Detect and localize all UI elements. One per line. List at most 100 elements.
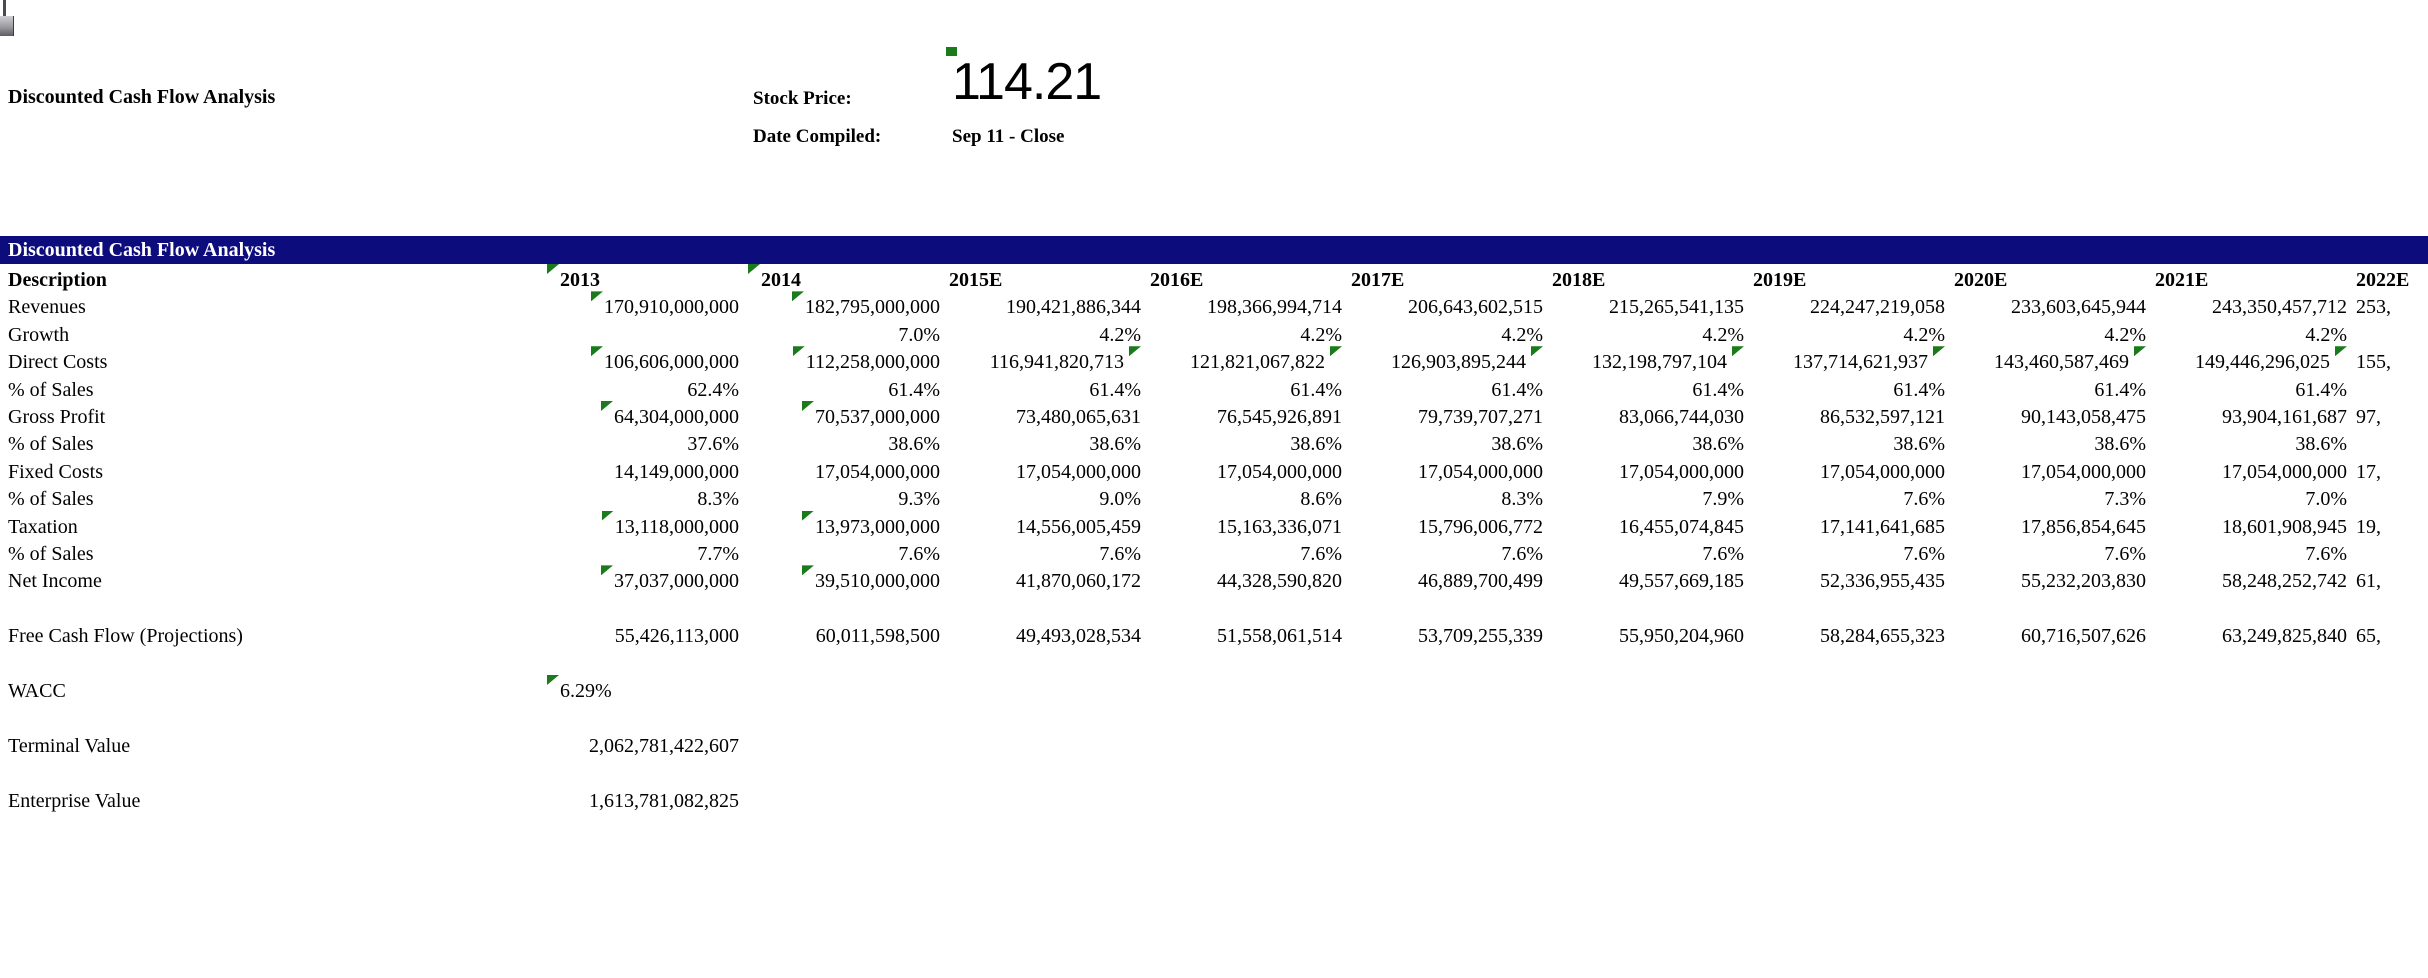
- table-cell[interactable]: 6.29%: [544, 675, 745, 705]
- table-cell[interactable]: 83,066,744,030: [1549, 403, 1750, 431]
- row-label[interactable]: Terminal Value: [8, 734, 131, 757]
- table-cell[interactable]: 17,141,641,685: [1750, 513, 1951, 541]
- table-cell[interactable]: 38.6%: [1147, 430, 1348, 458]
- table-cell[interactable]: 2,062,781,422,607: [400, 732, 745, 760]
- table-cell[interactable]: 61.4%: [1951, 376, 2152, 404]
- table-cell[interactable]: 73,480,065,631: [946, 403, 1147, 431]
- table-cell[interactable]: 18,601,908,945: [2152, 513, 2353, 541]
- table-cell[interactable]: 132,198,797,104: [1549, 346, 1750, 376]
- table-cell[interactable]: 63,249,825,840: [2152, 622, 2353, 650]
- table-cell[interactable]: 62.4%: [544, 376, 745, 404]
- column-header-2017e[interactable]: 2017E: [1348, 266, 1549, 294]
- table-cell[interactable]: 55,232,203,830: [1951, 567, 2152, 595]
- table-cell[interactable]: 170,910,000,000: [544, 291, 745, 321]
- row-label[interactable]: Taxation: [8, 515, 78, 538]
- table-cell[interactable]: 7.6%: [1951, 540, 2152, 568]
- table-cell[interactable]: 38.6%: [946, 430, 1147, 458]
- table-cell[interactable]: 7.6%: [946, 540, 1147, 568]
- row-label[interactable]: Fixed Costs: [8, 460, 104, 483]
- table-cell[interactable]: 38.6%: [1549, 430, 1750, 458]
- table-cell[interactable]: 17,054,000,000: [1147, 458, 1348, 486]
- row-label[interactable]: WACC: [8, 680, 66, 702]
- table-cell[interactable]: 13,118,000,000: [544, 510, 745, 541]
- table-cell[interactable]: 61.4%: [1750, 376, 1951, 404]
- table-cell[interactable]: 79,739,707,271: [1348, 403, 1549, 431]
- table-cell[interactable]: 9.0%: [946, 485, 1147, 513]
- table-cell[interactable]: 106,606,000,000: [544, 346, 745, 376]
- table-cell[interactable]: 61.4%: [946, 376, 1147, 404]
- table-cell[interactable]: 38.6%: [1951, 430, 2152, 458]
- table-cell[interactable]: 206,643,602,515: [1348, 293, 1549, 321]
- table-cell[interactable]: 61.4%: [1147, 376, 1348, 404]
- table-cell[interactable]: 8.3%: [1348, 485, 1549, 513]
- table-cell[interactable]: 7.6%: [1147, 540, 1348, 568]
- table-cell[interactable]: 7.6%: [1348, 540, 1549, 568]
- table-cell[interactable]: 39,510,000,000: [745, 565, 946, 595]
- column-header-2020e[interactable]: 2020E: [1951, 266, 2152, 294]
- table-cell[interactable]: 19,: [2353, 513, 2428, 541]
- table-cell[interactable]: 49,557,669,185: [1549, 567, 1750, 595]
- table-cell[interactable]: 37.6%: [544, 430, 745, 458]
- table-cell[interactable]: 4.2%: [1951, 321, 2152, 349]
- row-label[interactable]: Free Cash Flow (Projections): [8, 625, 243, 648]
- table-cell[interactable]: 198,366,994,714: [1147, 293, 1348, 321]
- column-header-2013[interactable]: 2013: [544, 264, 745, 294]
- table-cell[interactable]: 215,265,541,135: [1549, 293, 1750, 321]
- table-cell[interactable]: 55,426,113,000: [544, 622, 745, 650]
- table-cell[interactable]: 243,350,457,712: [2152, 293, 2353, 321]
- table-cell[interactable]: 17,856,854,645: [1951, 513, 2152, 541]
- table-cell[interactable]: 16,455,074,845: [1549, 513, 1750, 541]
- column-header-2022e[interactable]: 2022E: [2353, 266, 2428, 294]
- row-label[interactable]: Direct Costs: [8, 351, 108, 374]
- table-cell[interactable]: 7.9%: [1549, 485, 1750, 513]
- table-cell[interactable]: 58,284,655,323: [1750, 622, 1951, 650]
- table-cell[interactable]: 17,054,000,000: [1951, 458, 2152, 486]
- table-cell[interactable]: 52,336,955,435: [1750, 567, 1951, 595]
- table-cell[interactable]: 190,421,886,344: [946, 293, 1147, 321]
- table-cell[interactable]: 116,941,820,713: [946, 346, 1147, 376]
- table-cell[interactable]: 13,973,000,000: [745, 510, 946, 541]
- table-cell[interactable]: 7.6%: [1750, 540, 1951, 568]
- table-cell[interactable]: 17,054,000,000: [1750, 458, 1951, 486]
- row-label[interactable]: Gross Profit: [8, 406, 106, 428]
- table-cell[interactable]: 7.6%: [745, 540, 946, 568]
- table-cell[interactable]: 44,328,590,820: [1147, 567, 1348, 595]
- table-cell[interactable]: 17,054,000,000: [1348, 458, 1549, 486]
- table-cell[interactable]: 149,446,296,025: [2152, 346, 2353, 376]
- table-cell[interactable]: 90,143,058,475: [1951, 403, 2152, 431]
- column-header-2021e[interactable]: 2021E: [2152, 266, 2353, 294]
- column-header-2019e[interactable]: 2019E: [1750, 266, 1951, 294]
- table-cell[interactable]: 17,054,000,000: [745, 458, 946, 486]
- table-cell[interactable]: 17,054,000,000: [1549, 458, 1750, 486]
- column-header-2018e[interactable]: 2018E: [1549, 266, 1750, 294]
- table-cell[interactable]: 64,304,000,000: [544, 401, 745, 431]
- table-cell[interactable]: 4.2%: [1750, 321, 1951, 349]
- table-cell[interactable]: 4.2%: [2152, 321, 2353, 349]
- row-label[interactable]: Net Income: [8, 570, 102, 593]
- table-cell[interactable]: 17,: [2353, 458, 2428, 486]
- table-cell[interactable]: 61.4%: [1549, 376, 1750, 404]
- table-cell[interactable]: 1,613,781,082,825: [400, 787, 745, 815]
- table-cell[interactable]: 61.4%: [745, 376, 946, 404]
- table-cell[interactable]: 38.6%: [1750, 430, 1951, 458]
- table-cell[interactable]: 46,889,700,499: [1348, 567, 1549, 595]
- row-label[interactable]: Revenues: [8, 296, 86, 319]
- table-cell[interactable]: 17,054,000,000: [2152, 458, 2353, 486]
- table-cell[interactable]: 38.6%: [745, 430, 946, 458]
- table-cell[interactable]: 15,163,336,071: [1147, 513, 1348, 541]
- table-cell[interactable]: 15,796,006,772: [1348, 513, 1549, 541]
- table-cell[interactable]: 4.2%: [1348, 321, 1549, 349]
- table-cell[interactable]: 61.4%: [2152, 376, 2353, 404]
- table-cell[interactable]: 7.7%: [544, 540, 745, 568]
- table-cell[interactable]: 97,: [2353, 403, 2428, 431]
- table-cell[interactable]: 14,556,005,459: [946, 513, 1147, 541]
- stock-price-value[interactable]: 114.21: [952, 53, 1102, 111]
- table-cell[interactable]: 53,709,255,339: [1348, 622, 1549, 650]
- row-label[interactable]: % of Sales: [8, 433, 94, 456]
- table-cell[interactable]: 8.3%: [544, 485, 745, 513]
- table-cell[interactable]: 224,247,219,058: [1750, 293, 1951, 321]
- table-cell[interactable]: 126,903,895,244: [1348, 346, 1549, 376]
- column-header-2015e[interactable]: 2015E: [946, 266, 1147, 294]
- table-cell[interactable]: 60,011,598,500: [745, 622, 946, 650]
- table-cell[interactable]: 61,: [2353, 567, 2428, 595]
